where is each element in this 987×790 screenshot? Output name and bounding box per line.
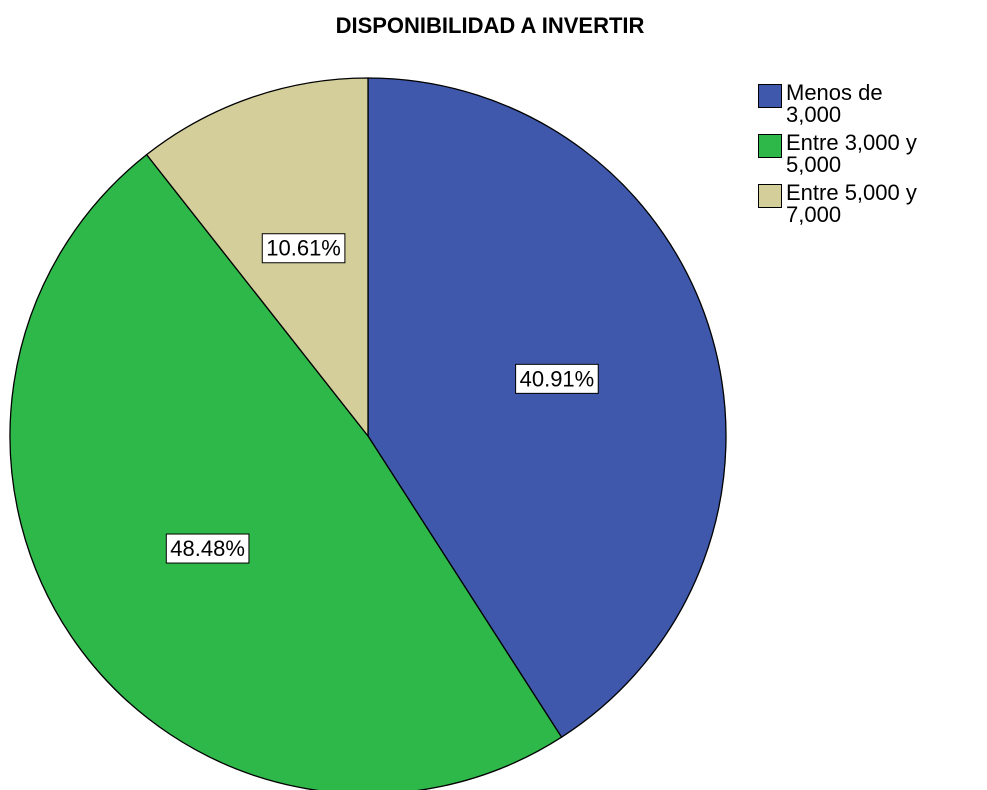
data-label: 40.91% bbox=[520, 366, 595, 391]
legend-swatch bbox=[758, 134, 782, 158]
data-label-box bbox=[165, 533, 250, 564]
pie-slice bbox=[9, 153, 563, 790]
legend-entry: Entre 3,000 y 5,000 bbox=[758, 132, 943, 176]
data-label-box bbox=[515, 363, 599, 394]
data-label: 48.48% bbox=[170, 536, 245, 561]
legend-entry: Entre 5,000 y 7,000 bbox=[758, 182, 943, 226]
legend-swatch bbox=[758, 84, 782, 108]
chart-title: DISPONIBILIDAD A INVERTIR bbox=[336, 13, 645, 38]
data-label: 10.61% bbox=[266, 236, 341, 261]
pie-slice bbox=[145, 77, 369, 438]
legend-swatch bbox=[758, 184, 782, 208]
pie-slice bbox=[367, 77, 727, 739]
legend: Menos de 3,000 Entre 3,000 y 5,000 Entre 5… bbox=[758, 82, 943, 232]
legend-label: Entre 5,000 y 7,000 bbox=[786, 180, 917, 227]
legend-label: Menos de 3,000 bbox=[786, 80, 883, 127]
data-label-box bbox=[261, 233, 346, 264]
legend-label: Entre 3,000 y 5,000 bbox=[786, 130, 917, 177]
legend-entry: Menos de 3,000 bbox=[758, 82, 943, 126]
